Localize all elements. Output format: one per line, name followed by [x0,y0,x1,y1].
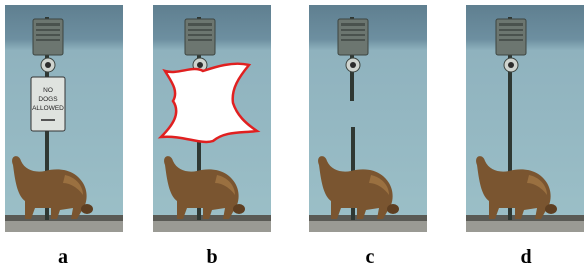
panel-label: c [366,246,375,268]
sign-text: NO [43,87,53,94]
sign-text: ALLOWED [32,105,64,112]
panel-d [466,5,584,232]
figure: NO DOGS ALLOWED a b c d [0,0,588,270]
panel-b [153,5,271,232]
panel-c [309,5,427,232]
sign-text: DOGS [38,96,58,103]
panel-label: d [520,246,531,268]
panel-label: b [206,246,217,268]
panel-label: a [58,246,68,268]
panel-a: NO DOGS ALLOWED [5,5,123,232]
